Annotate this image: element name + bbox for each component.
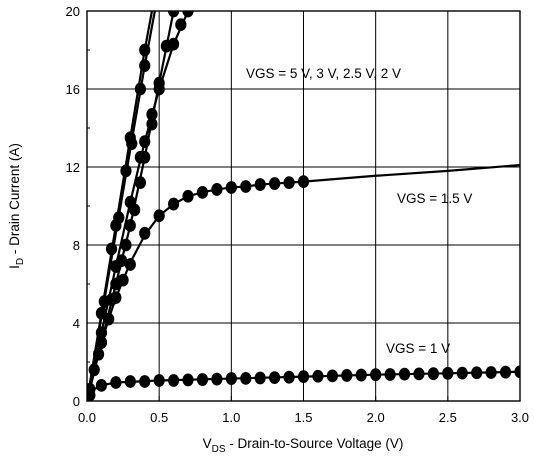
data-point-vgs-1-v <box>471 366 483 380</box>
data-point-vgs-1-5-v <box>240 180 252 193</box>
data-point-vgs-1-5-v <box>124 258 136 271</box>
data-point-vgs-2-5-v <box>146 107 158 121</box>
data-point-vgs-1-v <box>87 388 96 401</box>
data-point-vgs-1-v <box>254 371 266 385</box>
data-point-vgs-1-5-v <box>182 189 194 203</box>
data-point-vgs-1-v <box>384 368 396 381</box>
data-point-vgs-2-v <box>134 176 146 190</box>
data-point-vgs-1-5-v <box>211 183 223 196</box>
y-tick-label: 4 <box>73 316 80 331</box>
data-point-vgs-1-5-v <box>196 185 209 199</box>
annotation-vgs-1-5: VGS = 1.5 V <box>397 191 472 206</box>
data-point-vgs-2-v <box>124 219 136 232</box>
x-axis-label: VDS - Drain-to-Source Voltage (V) <box>203 436 404 455</box>
y-tick-label: 20 <box>66 4 80 19</box>
data-point-vgs-1-v <box>485 366 497 379</box>
data-point-vgs-1-v <box>370 368 382 382</box>
data-point-vgs-1-v <box>355 368 367 382</box>
data-point-vgs-1-5-v <box>110 291 122 305</box>
x-tick-label: 2.0 <box>367 410 385 425</box>
data-point-vgs-1-5-v <box>139 226 151 240</box>
data-point-vgs-1-v <box>110 376 122 389</box>
data-point-vgs-2-v <box>139 150 151 164</box>
x-tick-label: 1.5 <box>294 410 312 425</box>
y-tick-label: 0 <box>73 394 80 409</box>
data-point-vgs-5-v <box>139 43 151 57</box>
data-point-vgs-1-5-v <box>225 181 237 194</box>
data-point-vgs-3-v <box>139 59 151 72</box>
data-point-vgs-1-v <box>413 367 425 381</box>
data-point-vgs-1-5-v <box>297 175 310 189</box>
data-point-vgs-2-5-v <box>139 135 151 149</box>
data-point-vgs-1-v <box>240 371 252 385</box>
x-tick-label: 1.0 <box>222 410 240 425</box>
data-point-vgs-2-5-v <box>175 18 187 32</box>
data-point-vgs-1-v <box>196 373 209 386</box>
x-tick-label: 2.5 <box>439 410 457 425</box>
data-point-vgs-2-5-v <box>182 11 194 18</box>
data-point-vgs-1-v <box>499 365 512 379</box>
x-tick-label: 0.5 <box>150 410 168 425</box>
data-point-vgs-2-v <box>146 117 158 131</box>
data-point-vgs-2-5-v <box>95 326 108 340</box>
data-point-vgs-1-5-v <box>168 197 180 211</box>
y-tick-labels: 0 4 8 12 16 20 <box>66 4 80 409</box>
annotation-vgs-high: VGS = 5 V, 3 V, 2.5 V, 2 V <box>246 66 401 81</box>
data-point-vgs-1-5-v <box>95 336 108 349</box>
data-point-vgs-1-v <box>182 373 194 387</box>
x-tick-label: 0.0 <box>78 410 96 425</box>
data-point-vgs-1-v <box>398 367 411 381</box>
data-point-vgs-1-5-v <box>269 177 281 190</box>
data-point-vgs-2-v <box>129 203 141 217</box>
data-point-vgs-1-v <box>211 372 223 386</box>
data-point-vgs-1-v <box>139 375 151 388</box>
x-tick-labels: 0.0 0.5 1.0 1.5 2.0 2.5 3.0 <box>78 410 529 425</box>
data-point-vgs-1-5-v <box>103 312 115 326</box>
data-point-vgs-1-5-v <box>153 209 165 223</box>
data-point-vgs-5-v <box>134 82 146 96</box>
data-point-vgs-3-v <box>126 137 138 151</box>
data-point-vgs-5-v <box>105 242 118 256</box>
y-axis-label: ID - Drain Current (A) <box>7 143 26 269</box>
annotation-vgs-1: VGS = 1 V <box>386 341 450 356</box>
data-point-vgs-1-v <box>312 369 324 383</box>
data-point-vgs-2-v <box>160 39 172 53</box>
plot-frame <box>86 10 521 402</box>
y-tick-label: 16 <box>66 82 80 97</box>
y-tick-label: 8 <box>73 238 80 253</box>
data-point-vgs-1-5-v <box>283 176 295 190</box>
data-point-vgs-1-v <box>442 366 454 380</box>
data-point-vgs-1-v <box>326 369 338 383</box>
data-point-vgs-2-v <box>153 76 165 90</box>
data-point-vgs-1-5-v <box>254 178 266 191</box>
data-point-vgs-1-v <box>341 369 353 382</box>
data-point-vgs-1-v <box>297 370 310 384</box>
data-point-vgs-1-v <box>225 372 237 385</box>
data-point-vgs-1-v <box>153 374 165 387</box>
x-tick-label: 3.0 <box>511 410 529 425</box>
data-point-vgs-1-v <box>95 379 108 392</box>
data-point-vgs-1-5-v <box>92 347 105 361</box>
data-point-vgs-2-v <box>116 254 128 267</box>
data-point-vgs-1-5-v <box>88 363 100 377</box>
data-point-vgs-1-v <box>283 370 295 384</box>
data-point-vgs-1-v <box>124 375 136 388</box>
data-point-vgs-1-v <box>456 366 468 380</box>
data-point-vgs-1-v <box>269 371 281 384</box>
data-point-vgs-1-v <box>168 374 180 387</box>
data-point-vgs-2-v <box>120 238 132 252</box>
data-point-vgs-1-5-v <box>117 273 129 287</box>
data-point-vgs-2-v <box>168 11 180 18</box>
data-point-vgs-3-v <box>113 211 125 225</box>
y-tick-label: 12 <box>66 160 80 175</box>
data-point-vgs-1-v <box>427 367 439 381</box>
data-point-vgs-1-v <box>514 365 520 379</box>
data-point-vgs-5-v <box>120 164 132 178</box>
series-markers <box>87 11 520 401</box>
